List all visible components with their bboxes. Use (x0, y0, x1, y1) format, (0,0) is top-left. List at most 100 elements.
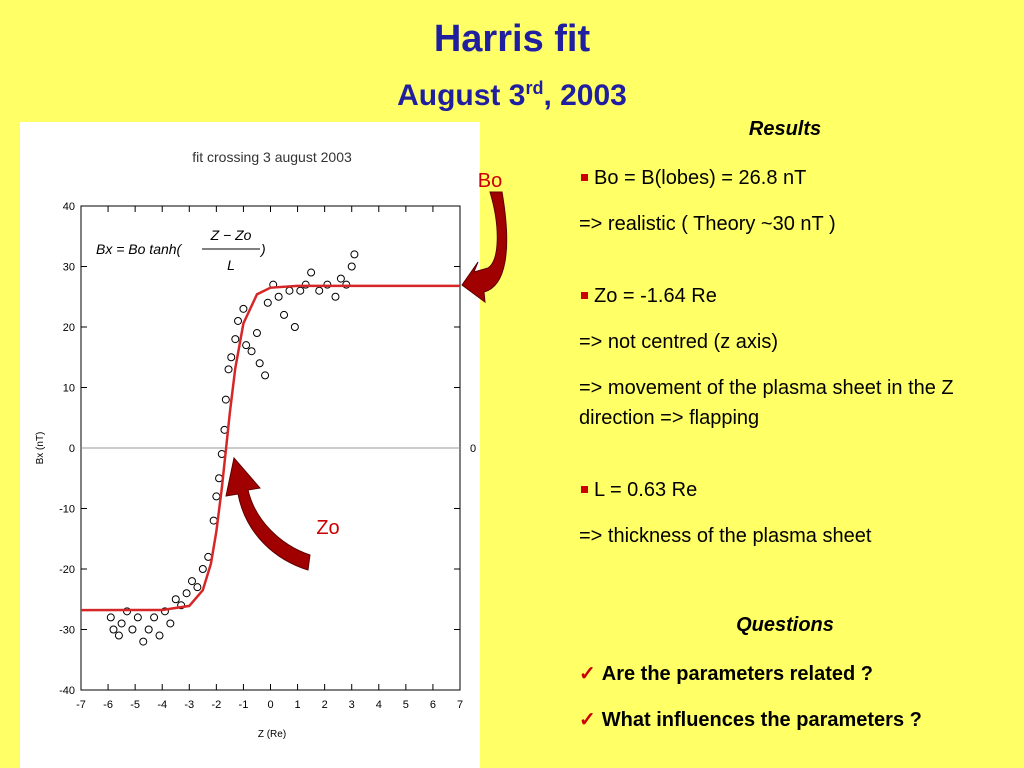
data-point (307, 268, 316, 277)
y-tick-label: 30 (63, 262, 75, 274)
data-point (242, 341, 251, 350)
data-point (350, 250, 359, 259)
arrow-bo (461, 191, 508, 304)
x-tick-label: 0 (267, 699, 273, 711)
data-point (336, 274, 345, 283)
data-point (239, 304, 248, 313)
data-point (106, 613, 115, 622)
y-tick-label: 20 (63, 322, 75, 334)
data-point (315, 286, 324, 295)
data-point (198, 565, 207, 573)
data-point (139, 637, 148, 646)
data-point (224, 365, 233, 374)
x-axis-label: Z (Re) (258, 729, 286, 740)
data-point (274, 292, 283, 301)
formula: Bx = Bo tanh( Z − Zo L ) (96, 227, 266, 273)
x-tick-label: 5 (403, 699, 409, 711)
slide-subtitle: August 3rd, 2003 (0, 78, 1024, 113)
result-line: => movement of the plasma sheet in the Z… (579, 377, 954, 429)
data-point (331, 292, 340, 301)
arrow-zo (225, 456, 311, 571)
x-tick-label: 2 (322, 699, 328, 711)
data-point (171, 595, 180, 604)
arrow-label: Bo (478, 170, 502, 192)
question-line: ✓ What influences the parameters ? (579, 709, 922, 731)
result-line: => realistic ( Theory ~30 nT ) (579, 213, 836, 235)
result-line: => thickness of the plasma sheet (579, 525, 872, 547)
data-point (227, 353, 236, 362)
x-tick-label: 4 (376, 699, 382, 711)
data-point (187, 577, 196, 586)
y-tick-label: 40 (63, 201, 75, 213)
formula-denominator: L (227, 257, 235, 273)
x-tick-label: 7 (457, 699, 463, 711)
result-line: Zo = -1.64 Re (579, 281, 1019, 311)
data-point (255, 359, 264, 368)
data-point (128, 625, 137, 634)
data-point (133, 613, 142, 622)
question-line: ✓ Are the parameters related ? (579, 663, 873, 685)
x-tick-label: 1 (295, 699, 301, 711)
data-point (247, 347, 256, 356)
x-tick-label: -7 (76, 699, 86, 711)
data-point (114, 631, 123, 640)
subtitle-part: August 3 (397, 79, 526, 112)
data-point (166, 619, 175, 628)
data-point (347, 262, 356, 271)
subtitle-sup: rd (525, 78, 544, 98)
y-tick-label: -10 (59, 504, 75, 516)
y-axis-label: Bx (nT) (35, 432, 46, 465)
x-tick-label: -5 (130, 699, 140, 711)
arrow-label: Zo (316, 517, 339, 539)
result-text: Zo = -1.64 Re (594, 285, 717, 307)
x-tick-label: -6 (103, 699, 113, 711)
data-point (290, 323, 299, 331)
y-tick-label: 0 (69, 443, 75, 455)
data-point (280, 310, 289, 319)
x-tick-label: -4 (157, 699, 167, 711)
y-tick-label: 10 (63, 383, 75, 395)
result-line: Bo = B(lobes) = 26.8 nT (579, 163, 1019, 193)
data-point (123, 607, 132, 616)
x-tick-label: -2 (211, 699, 221, 711)
data-point (155, 631, 164, 640)
result-text: Bo = B(lobes) = 26.8 nT (594, 167, 807, 189)
data-point (182, 589, 191, 598)
data-point (231, 335, 240, 344)
x-tick-label: -1 (239, 699, 249, 711)
questions-heading: Questions (736, 614, 834, 636)
fit-line (80, 284, 460, 612)
data-point (193, 583, 202, 592)
chart-panel (20, 122, 480, 768)
data-point (252, 329, 261, 338)
formula-close: ) (259, 241, 266, 257)
y-tick-label: -40 (59, 685, 75, 697)
data-point (150, 613, 159, 622)
result-line: L = 0.63 Re (579, 475, 1019, 505)
data-point (117, 619, 126, 628)
formula-numerator: Z − Zo (210, 227, 252, 243)
chart-title: fit crossing 3 august 2003 (192, 149, 352, 165)
results-heading: Results (748, 118, 822, 140)
data-point (109, 625, 118, 634)
question-text: What influences the parameters ? (601, 709, 922, 731)
slide-title: Harris fit (433, 18, 591, 60)
result-line: => not centred (z axis) (579, 331, 778, 353)
subtitle-part: , 2003 (543, 79, 627, 112)
data-point (234, 316, 243, 325)
data-point (263, 298, 272, 307)
data-point (160, 607, 169, 616)
x-tick-label: -3 (184, 699, 194, 711)
y2-tick-label: 0 (470, 443, 476, 455)
data-point (177, 601, 186, 610)
question-text: Are the parameters related ? (601, 663, 873, 685)
result-text: L = 0.63 Re (594, 479, 698, 501)
y-tick-label: -20 (59, 564, 75, 576)
formula-lhs: Bx = Bo tanh( (96, 241, 183, 257)
y-tick-label: -30 (59, 625, 75, 637)
data-point (144, 625, 153, 634)
data-point (221, 395, 230, 404)
x-tick-label: 6 (430, 699, 436, 711)
